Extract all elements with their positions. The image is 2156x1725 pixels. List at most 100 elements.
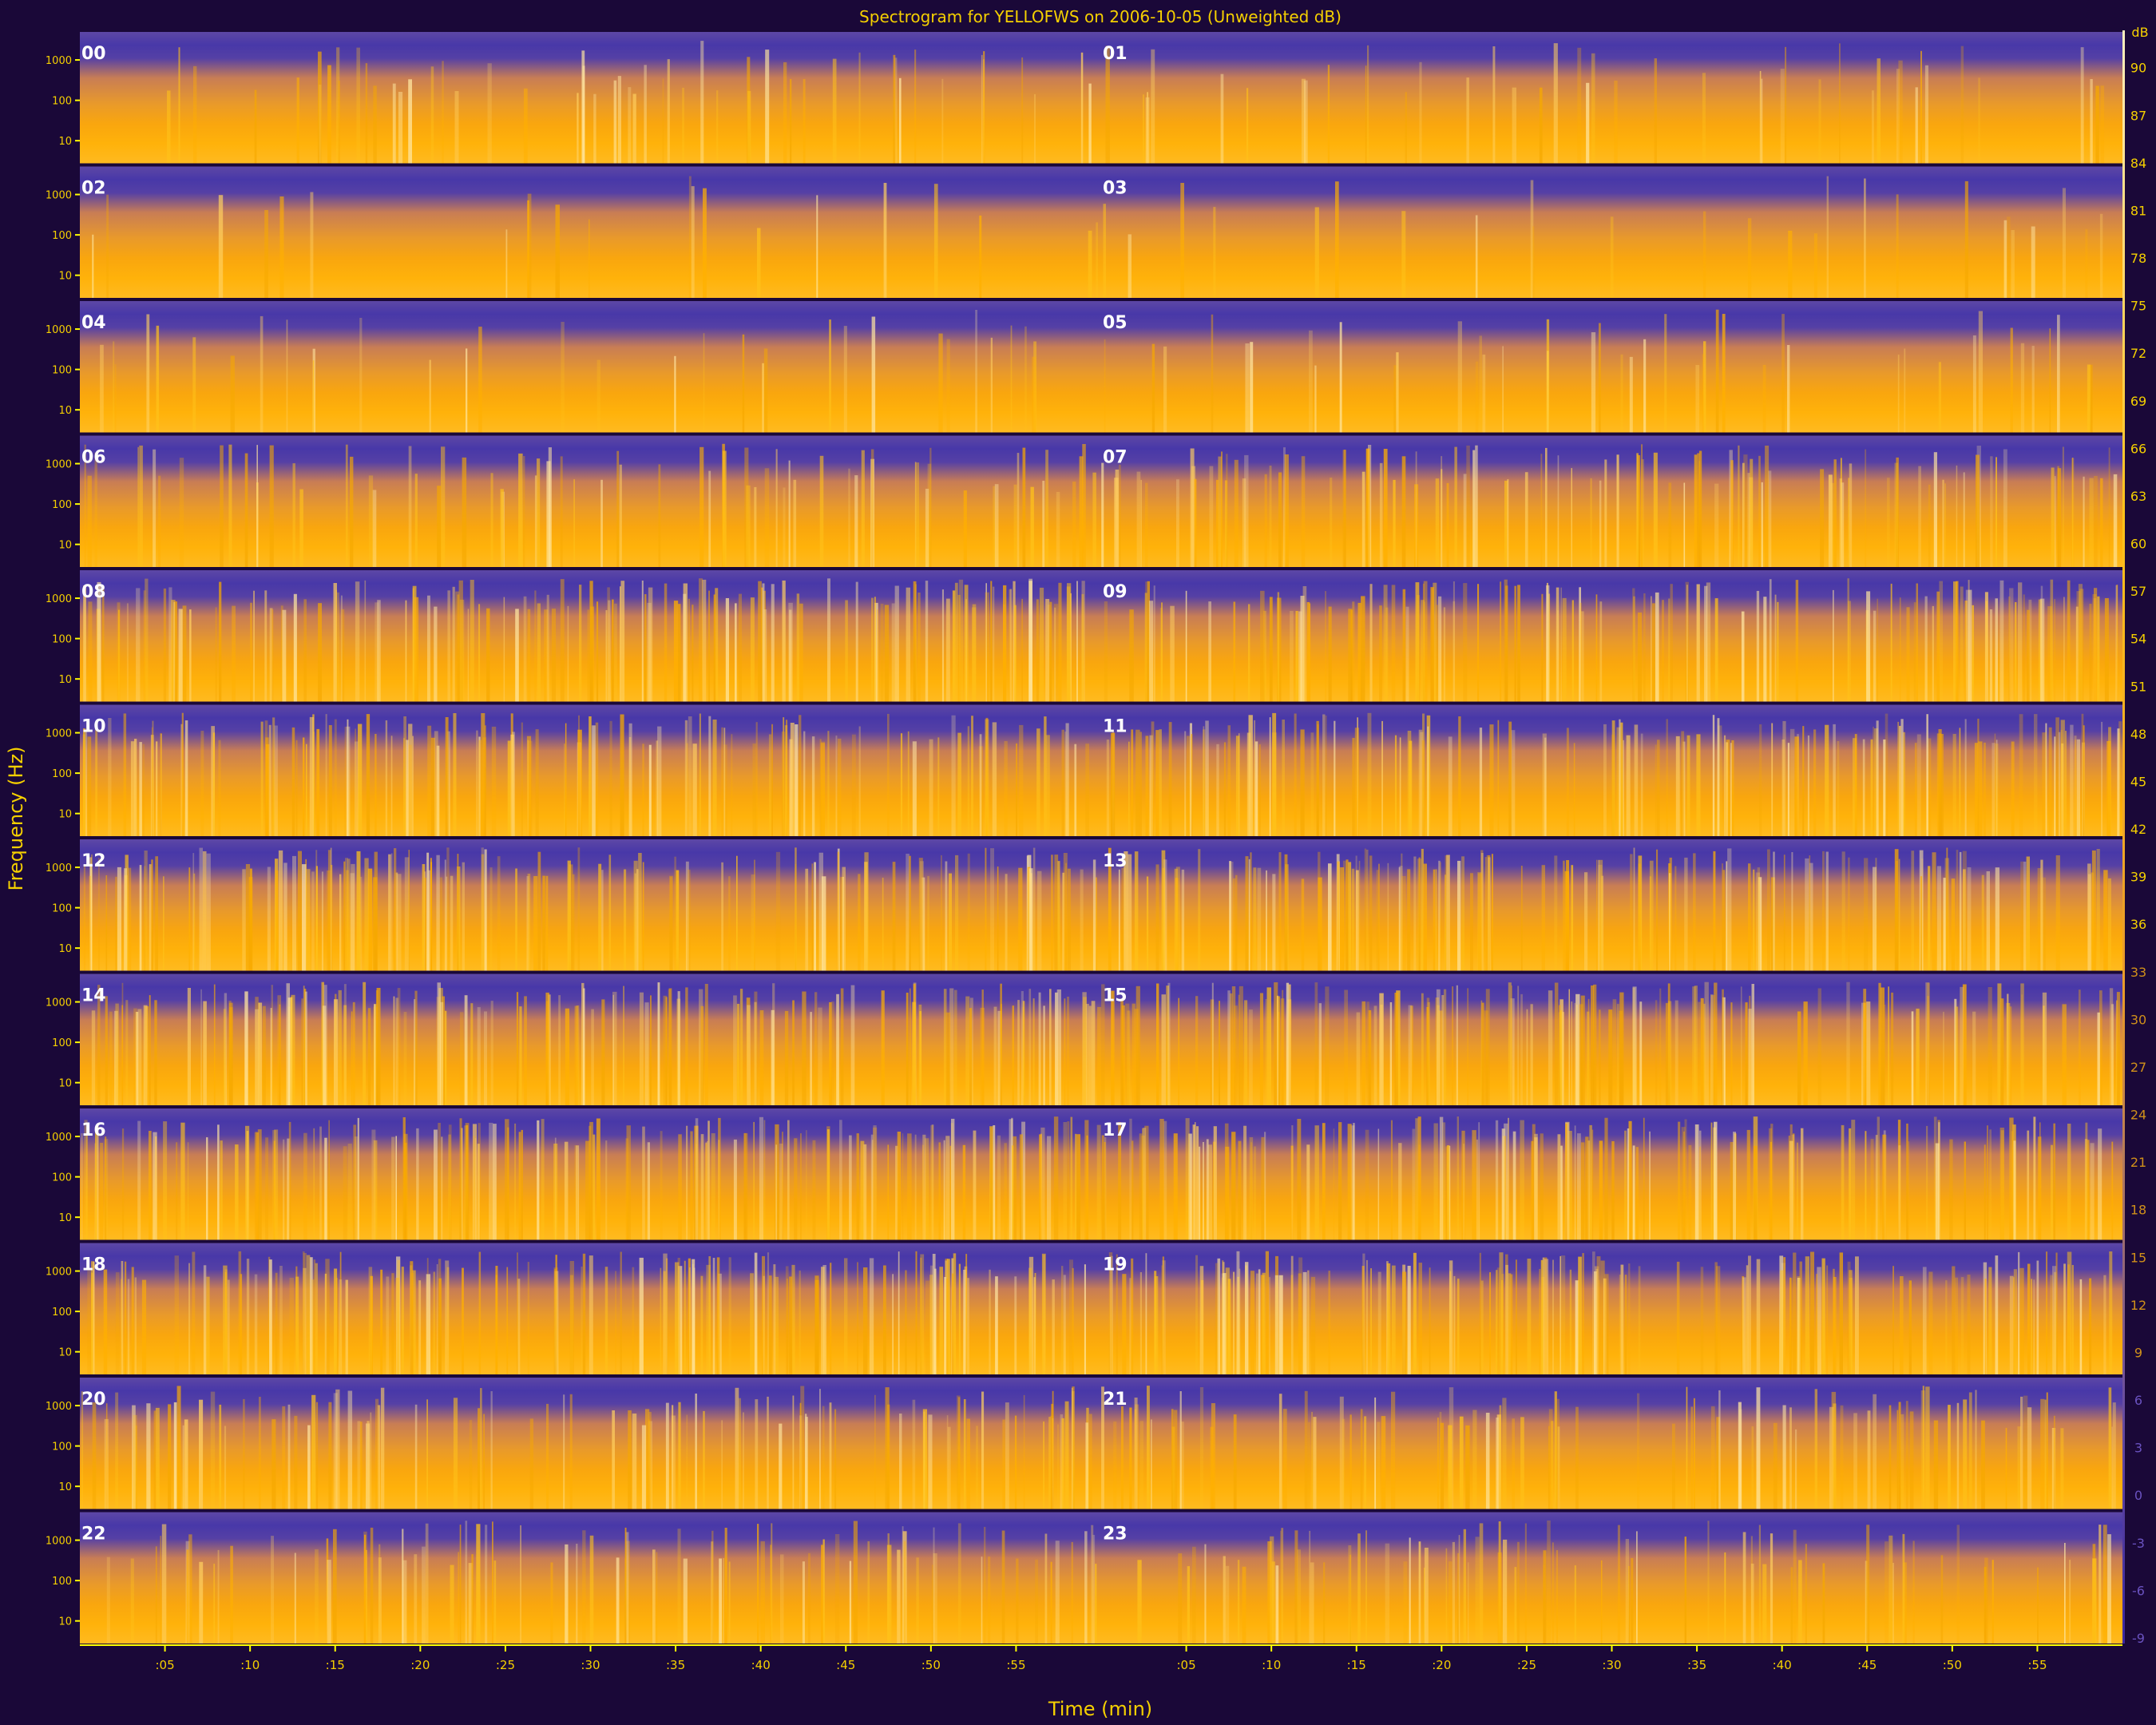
- spectrogram-event: [1851, 1120, 1856, 1240]
- spectrogram-event: [1316, 720, 1319, 836]
- spectrogram-event: [814, 862, 816, 971]
- spectrogram-event: [1278, 1394, 1282, 1509]
- spectrogram-event: [1459, 1416, 1464, 1509]
- spectrogram-event: [426, 852, 430, 971]
- spectrogram-event: [1892, 1563, 1894, 1644]
- spectrogram-event: [1019, 1134, 1023, 1240]
- spectrogram-event: [685, 987, 688, 1105]
- spectrogram-event: [1936, 866, 1941, 971]
- spectrogram-event: [1234, 1005, 1238, 1105]
- spectrogram-event: [1447, 1145, 1450, 1240]
- spectrogram-event: [2071, 1265, 2074, 1374]
- spectrogram-event: [1070, 1116, 1073, 1240]
- spectrogram-event: [1676, 1261, 1680, 1374]
- spectrogram-event: [414, 990, 418, 1105]
- spectrogram-event: [1595, 1268, 1599, 1374]
- spectrogram-event: [1489, 1272, 1491, 1374]
- spectrogram-event: [438, 1259, 442, 1374]
- spectrogram-event: [1702, 73, 1706, 164]
- spectrogram-event: [429, 359, 431, 433]
- spectrogram-event: [662, 78, 664, 164]
- spectrogram-event: [200, 989, 202, 1105]
- spectrogram-event: [1274, 982, 1278, 1105]
- spectrogram-event: [1797, 1011, 1801, 1105]
- spectrogram-event: [1514, 585, 1516, 702]
- spectrogram-event: [1254, 1146, 1257, 1240]
- spectrogram-event: [271, 985, 273, 1105]
- spectrogram-event: [81, 1391, 84, 1509]
- spectrogram-event: [1664, 314, 1667, 433]
- spectrogram-event: [1877, 1116, 1880, 1240]
- spectrogram-event: [105, 1403, 108, 1509]
- spectrogram-event: [739, 989, 743, 1105]
- spectrogram-event: [1579, 611, 1584, 702]
- spectrogram-event: [1960, 986, 1964, 1105]
- spectrogram-event: [108, 718, 112, 836]
- spectrogram-event: [442, 61, 444, 164]
- spectrogram-event: [217, 1124, 220, 1240]
- spectrogram-event: [1415, 582, 1420, 702]
- spectrogram-event: [1699, 1146, 1701, 1240]
- spectrogram-event: [1517, 1541, 1520, 1644]
- spectrogram-event: [1499, 1405, 1502, 1509]
- spectrogram-event: [965, 1254, 968, 1374]
- spectrogram-event: [325, 714, 327, 836]
- spectrogram-event: [412, 1270, 416, 1374]
- spectrogram-event: [1758, 455, 1761, 567]
- spectrogram-event: [1250, 1142, 1253, 1240]
- spectrogram-event: [1338, 1122, 1342, 1240]
- spectrogram-event: [2039, 598, 2045, 702]
- spectrogram-event: [1894, 849, 1899, 971]
- spectrogram-event: [1916, 1009, 1920, 1105]
- spectrogram-event: [1092, 1534, 1096, 1644]
- spectrogram-event: [1427, 1001, 1430, 1105]
- spectrogram-event: [759, 1010, 764, 1105]
- spectrogram-event: [240, 1274, 243, 1374]
- spectrogram-event: [2049, 328, 2051, 433]
- spectrogram-event: [930, 1125, 934, 1240]
- spectrogram-event: [1963, 869, 1966, 971]
- spectrogram-event: [738, 593, 742, 702]
- spectrogram-event: [378, 1544, 381, 1644]
- spectrogram-event: [1084, 1264, 1086, 1374]
- spectrogram-event: [1111, 991, 1114, 1105]
- spectrogram-event: [425, 1523, 429, 1644]
- spectrogram-event: [1475, 1537, 1480, 1644]
- spectrogram-row: [80, 435, 2122, 567]
- spectrogram-event: [1943, 878, 1946, 971]
- spectrogram-event: [577, 729, 582, 836]
- spectrogram-event: [390, 736, 393, 836]
- spectrogram-event: [1439, 1116, 1444, 1240]
- spectrogram-event: [132, 1405, 136, 1509]
- spectrogram-event: [2095, 85, 2099, 164]
- spectrogram-event: [1482, 355, 1486, 433]
- spectrogram-event: [1248, 859, 1250, 971]
- spectrogram-event: [945, 1136, 950, 1240]
- spectrogram-event: [262, 1005, 266, 1105]
- spectrogram-event: [918, 858, 923, 971]
- spectrogram-event: [983, 51, 985, 164]
- spectrogram-event: [947, 1426, 951, 1509]
- spectrogram-event: [1438, 1010, 1443, 1105]
- colorbar-tick-label: 57: [2130, 584, 2146, 599]
- spectrogram-event: [287, 1138, 290, 1240]
- spectrogram-event: [922, 1134, 926, 1240]
- spectrogram-event: [1257, 867, 1262, 971]
- spectrogram-event: [579, 585, 582, 702]
- spectrogram-event: [1643, 1117, 1645, 1240]
- spectrogram-event: [1722, 863, 1723, 971]
- spectrogram-event: [558, 995, 561, 1105]
- spectrogram-event: [753, 1121, 755, 1240]
- spectrogram-event: [767, 1396, 769, 1509]
- spectrogram-event: [271, 1536, 274, 1644]
- spectrogram-event: [855, 581, 858, 702]
- spectrogram-event: [1579, 587, 1581, 702]
- spectrogram-event: [292, 463, 295, 567]
- spectrogram-event: [1181, 1422, 1184, 1509]
- spectrogram-event: [1818, 79, 1821, 164]
- spectrogram-event: [529, 1418, 533, 1509]
- spectrogram-event: [1580, 995, 1585, 1105]
- spectrogram-event: [763, 348, 768, 433]
- spectrogram-event: [117, 602, 121, 702]
- spectrogram-event: [1906, 1123, 1908, 1240]
